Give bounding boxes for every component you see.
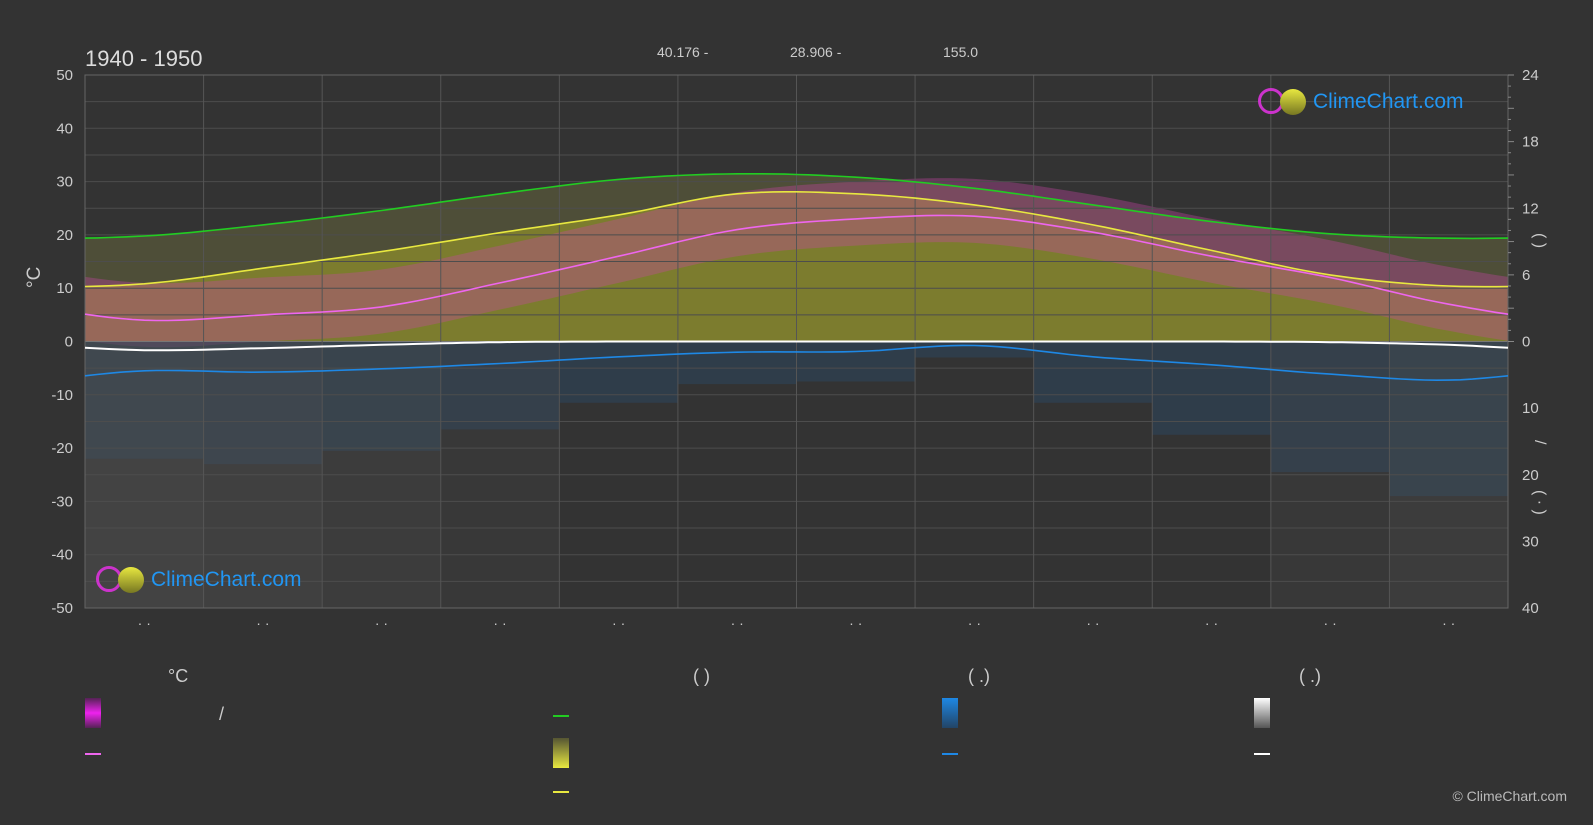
legend-temp-range-swatch: [85, 698, 101, 728]
left-tick-label: 50: [56, 67, 73, 84]
x-tick-label: · ·: [256, 615, 269, 631]
right-axis-slash: /: [1531, 440, 1548, 445]
left-axis-label: °C: [24, 266, 45, 288]
left-tick-label: -40: [51, 547, 73, 564]
x-tick-label: · ·: [968, 615, 981, 631]
legend-rain-header: ( .): [968, 666, 990, 686]
legend-daylight-line: [553, 715, 569, 717]
left-tick-label: 40: [56, 120, 73, 137]
temperature-mean-line: [84, 214, 1509, 322]
sunshine-line: [84, 191, 1509, 288]
right-top-axis-label: ( ): [1531, 233, 1548, 249]
legend-temp-mean-line: [85, 753, 101, 755]
legend-temp-header: °C: [168, 666, 189, 686]
left-tick-label: 10: [56, 280, 73, 297]
precip-bar: [796, 341, 916, 382]
left-tick-label: -50: [51, 600, 73, 617]
precip-bar: [677, 341, 797, 385]
period-title: 1940 - 1950: [85, 46, 203, 71]
copyright: © ClimeChart.com: [1452, 788, 1567, 804]
snow-line: [84, 340, 1509, 352]
right-top-tick-label: 18: [1522, 134, 1539, 151]
precip-bar: [322, 341, 441, 451]
precip-bar: [915, 341, 1034, 358]
right-bottom-tick-label: 10: [1522, 400, 1539, 417]
right-top-tick-label: 12: [1522, 200, 1539, 217]
legend-sunshine-line: [553, 791, 569, 793]
precip-bar: [1389, 341, 1508, 497]
legend-snow-header: ( .): [1299, 666, 1321, 686]
x-tick-label: · ·: [849, 615, 862, 631]
logo-text: ClimeChart.com: [151, 568, 302, 591]
x-tick-label: · ·: [1442, 615, 1455, 631]
legend-precip-line: [942, 753, 958, 755]
grid: [84, 74, 1509, 609]
longitude-text: 28.906 -: [790, 44, 842, 60]
x-tick-label: · ·: [612, 615, 625, 631]
right-top-tick-label: 6: [1522, 267, 1530, 284]
precip-bar: [85, 341, 204, 459]
axis-ticks: 50 40 30 20 10 0 -10 -20 -30 -40 -50 24 18 12 6 0 10 20 30…: [51, 67, 1538, 631]
precip-bar: [1152, 341, 1271, 435]
x-tick-label: · ·: [375, 615, 388, 631]
x-tick-label: · ·: [1205, 615, 1218, 631]
logo-sun-icon: [1280, 89, 1306, 115]
legend-precip-swatch: [942, 698, 958, 728]
precip-bar: [559, 341, 678, 403]
daylight-band: [85, 173, 1508, 287]
left-tick-label: -10: [51, 387, 73, 404]
logo-text: ClimeChart.com: [1313, 90, 1464, 113]
legend-snow-line: [1254, 753, 1270, 755]
left-tick-label: -20: [51, 440, 73, 457]
series-lines: [84, 173, 1509, 382]
x-tick-label: · ·: [493, 615, 506, 631]
precip-bar: [1033, 341, 1153, 403]
latitude-text: 40.176 -: [657, 44, 709, 60]
precip-bar: [1270, 341, 1390, 473]
x-tick-label: · ·: [138, 615, 151, 631]
right-bottom-tick-label: 20: [1522, 467, 1539, 484]
x-tick-label: · ·: [1086, 615, 1099, 631]
left-tick-label: 30: [56, 174, 73, 191]
left-tick-label: 0: [65, 334, 73, 351]
daylight-line: [84, 173, 1509, 240]
legend-sunshine-swatch: [553, 738, 569, 768]
right-bottom-tick-label: 40: [1522, 600, 1539, 617]
precipitation-line: [84, 344, 1509, 382]
right-top-tick-label: 0: [1522, 334, 1530, 351]
legend-snow-swatch: [1254, 698, 1270, 728]
legend-temp-slash: /: [219, 704, 225, 724]
right-bottom-axis-label: ( · ): [1531, 490, 1548, 515]
x-tick-label: · ·: [731, 615, 744, 631]
elevation-text: 155.0: [943, 44, 979, 60]
left-tick-label: -30: [51, 493, 73, 510]
right-top-tick-label: 24: [1522, 67, 1539, 84]
left-tick-label: 20: [56, 227, 73, 244]
legend-sun-header: ( ): [693, 666, 710, 686]
precip-bar: [440, 341, 560, 430]
precip-bar: [203, 341, 323, 465]
right-bottom-tick-label: 30: [1522, 533, 1539, 550]
logo-sun-icon: [118, 567, 144, 593]
x-tick-label: · ·: [1324, 615, 1337, 631]
